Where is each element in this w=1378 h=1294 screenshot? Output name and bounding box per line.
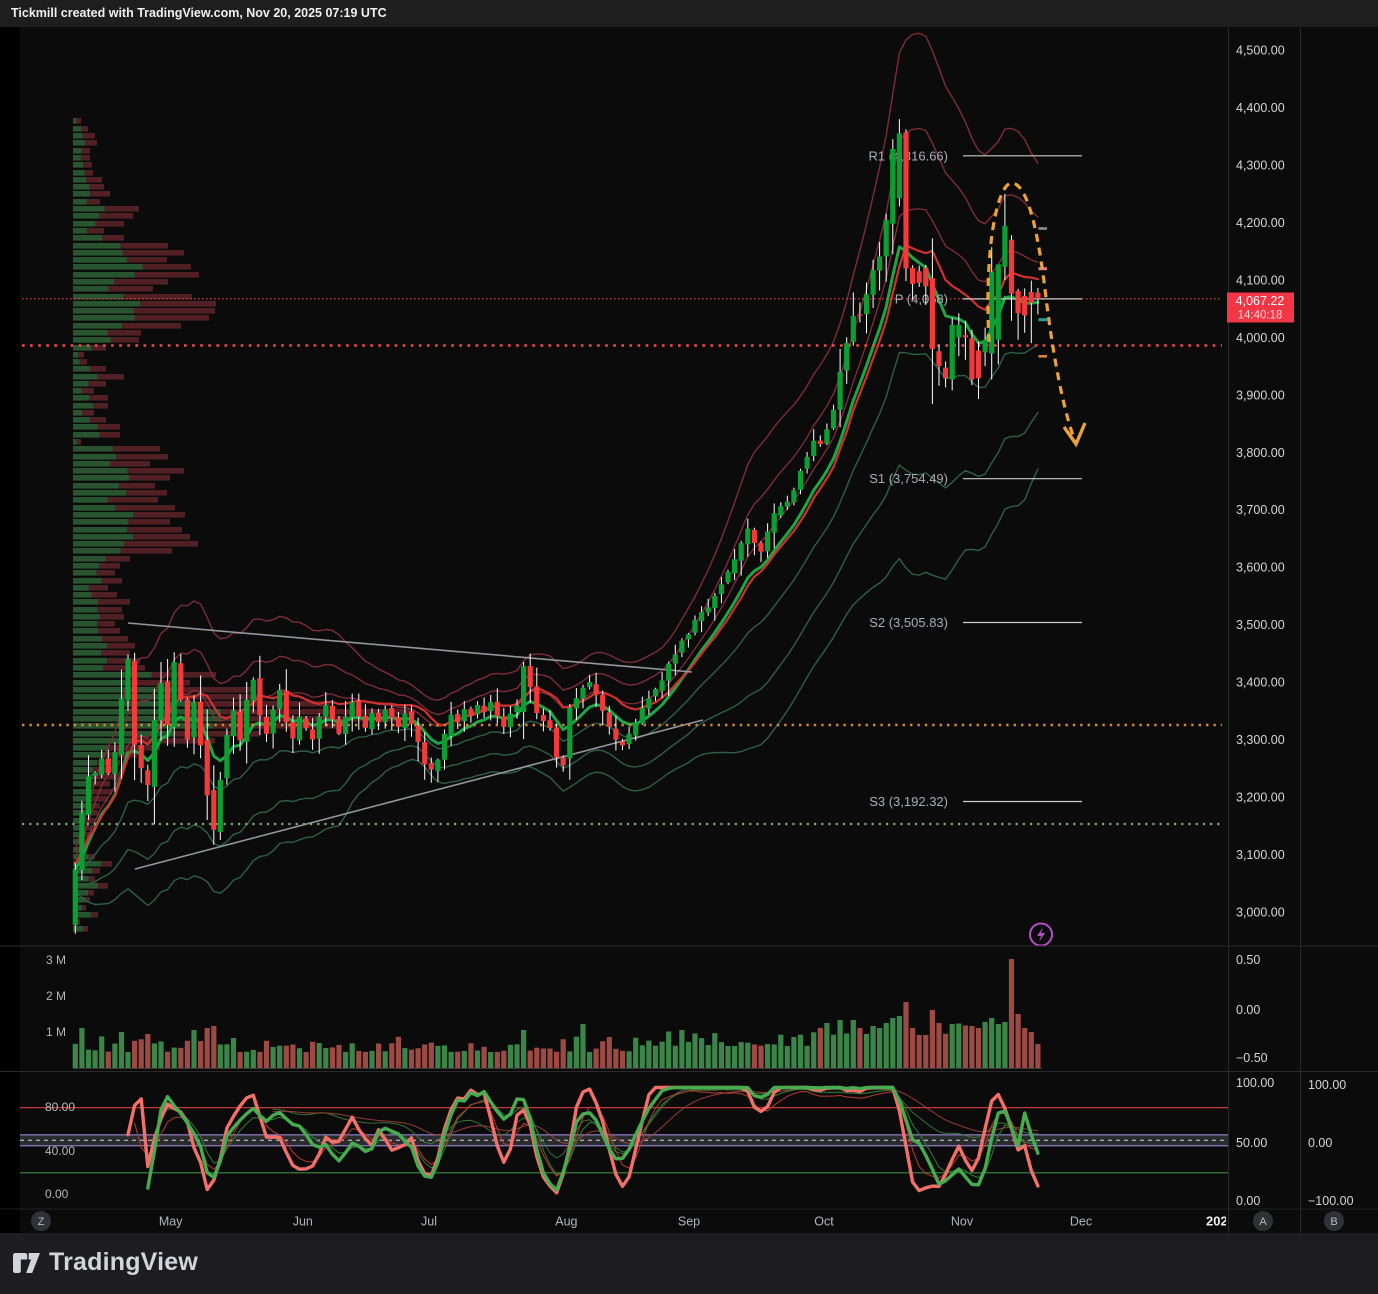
svg-text:3 M: 3 M [46,953,66,967]
svg-text:3,400.00: 3,400.00 [1236,676,1285,690]
svg-text:4,000.00: 4,000.00 [1236,331,1285,345]
svg-text:3,300.00: 3,300.00 [1236,733,1285,747]
svg-text:3,100.00: 3,100.00 [1236,848,1285,862]
svg-text:Z: Z [38,1216,45,1228]
svg-text:B: B [1330,1216,1337,1228]
svg-text:Dec: Dec [1070,1215,1092,1229]
svg-text:4,100.00: 4,100.00 [1236,273,1285,287]
svg-text:14:40:18: 14:40:18 [1238,310,1283,322]
svg-text:3,500.00: 3,500.00 [1236,618,1285,632]
svg-text:May: May [159,1215,183,1229]
svg-text:4,200.00: 4,200.00 [1236,216,1285,230]
svg-text:3,000.00: 3,000.00 [1236,905,1285,919]
svg-text:0.00: 0.00 [1236,1194,1260,1208]
svg-text:1 M: 1 M [46,1025,66,1039]
svg-text:3,900.00: 3,900.00 [1236,388,1285,402]
svg-text:2 M: 2 M [46,989,66,1003]
svg-text:A: A [1259,1216,1267,1228]
svg-text:100.00: 100.00 [1308,1078,1346,1092]
svg-text:4,067.22: 4,067.22 [1236,294,1285,308]
svg-text:3,200.00: 3,200.00 [1236,791,1285,805]
svg-text:0.50: 0.50 [1236,953,1260,967]
svg-text:Aug: Aug [555,1215,577,1229]
svg-text:−0.50: −0.50 [1236,1051,1268,1065]
svg-text:S1 (3,754.49): S1 (3,754.49) [869,471,948,486]
svg-text:80.00: 80.00 [45,1100,75,1114]
svg-text:0.00: 0.00 [1236,1003,1260,1017]
svg-text:100.00: 100.00 [1236,1076,1274,1090]
svg-text:4,500.00: 4,500.00 [1236,44,1285,58]
svg-text:Sep: Sep [678,1215,700,1229]
svg-text:Jun: Jun [293,1215,313,1229]
svg-text:3,700.00: 3,700.00 [1236,503,1285,517]
svg-text:Oct: Oct [814,1215,834,1229]
svg-text:S3 (3,192.32): S3 (3,192.32) [869,794,948,809]
svg-text:−100.00: −100.00 [1308,1194,1354,1208]
svg-text:P (4,068): P (4,068) [895,291,948,306]
svg-text:40.00: 40.00 [45,1144,75,1158]
svg-text:4,300.00: 4,300.00 [1236,159,1285,173]
svg-text:2026: 2026 [1206,1214,1235,1229]
svg-text:50.00: 50.00 [1236,1136,1267,1150]
svg-text:0.00: 0.00 [45,1187,69,1201]
svg-text:3,600.00: 3,600.00 [1236,561,1285,575]
svg-text:3,800.00: 3,800.00 [1236,446,1285,460]
svg-text:4,400.00: 4,400.00 [1236,101,1285,115]
svg-text:0.00: 0.00 [1308,1136,1332,1150]
svg-text:S2 (3,505.83): S2 (3,505.83) [869,615,948,630]
svg-text:Nov: Nov [951,1215,974,1229]
svg-text:Jul: Jul [421,1215,437,1229]
